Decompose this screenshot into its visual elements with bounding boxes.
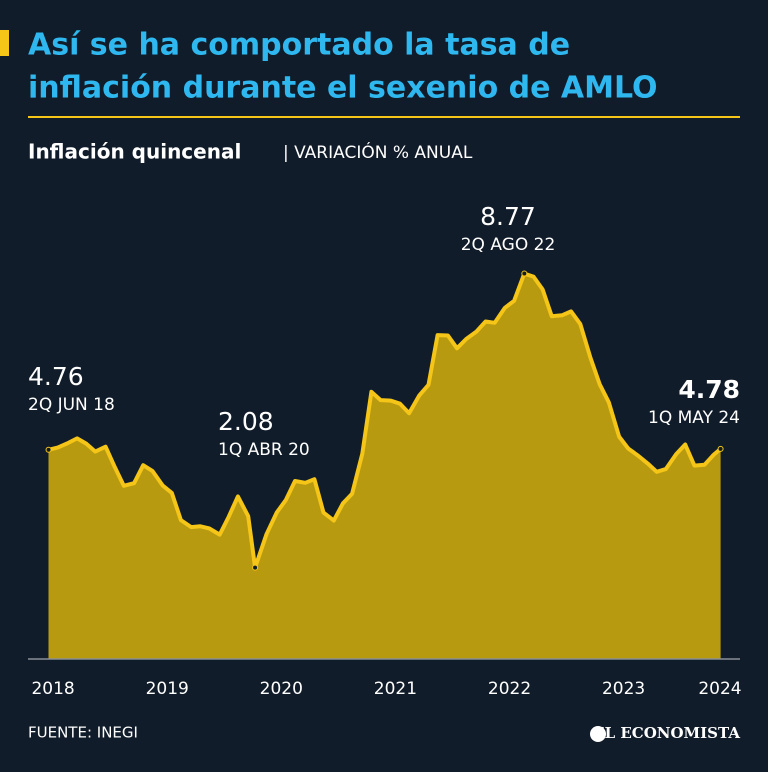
annotation-label: 1Q MAY 24 <box>648 408 740 428</box>
x-tick-label: 2024 <box>698 679 741 699</box>
annotation-value: 4.78 <box>678 375 740 404</box>
x-tick-label: 2022 <box>488 679 531 699</box>
source: FUENTE: INEGI <box>28 724 138 742</box>
brand-logo <box>590 726 606 742</box>
chart-title: Así se ha comportado la tasa de <box>28 28 570 63</box>
annotation-value: 2.08 <box>218 407 274 436</box>
x-tick-label: 2019 <box>146 679 189 699</box>
subtitle-unit: | VARIACIÓN % ANUAL <box>283 141 473 163</box>
annotation-label: 2Q AGO 22 <box>461 235 556 255</box>
line <box>48 271 722 570</box>
brand: EL ECONOMISTA <box>593 724 740 742</box>
annotation-dot <box>252 564 259 571</box>
subtitle: Inflación quincenal <box>28 140 241 164</box>
annotation-label: 1Q ABR 20 <box>218 440 310 460</box>
annotation-value: 8.77 <box>480 202 536 231</box>
x-tick-label: 2023 <box>602 679 645 699</box>
x-tick-label: 2020 <box>260 679 303 699</box>
area <box>48 273 721 659</box>
annotation-value: 4.76 <box>28 362 84 391</box>
x-tick-label: 2021 <box>374 679 417 699</box>
chart-title: inflación durante el sexenio de AMLO <box>28 71 658 106</box>
x-tick-label: 2018 <box>31 679 74 699</box>
annotation-dot <box>45 446 52 453</box>
annotation-label: 2Q JUN 18 <box>28 395 115 415</box>
annotation-dot <box>521 270 528 277</box>
annotation-dot <box>717 445 724 452</box>
title-marker <box>0 30 9 56</box>
